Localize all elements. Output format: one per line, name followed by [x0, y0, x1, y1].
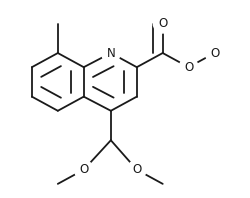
Text: O: O — [79, 163, 88, 176]
Circle shape — [205, 44, 224, 62]
Text: O: O — [132, 163, 141, 176]
Text: O: O — [210, 47, 219, 60]
Circle shape — [179, 58, 198, 77]
Circle shape — [153, 14, 172, 33]
Text: N: N — [106, 47, 115, 60]
Text: O: O — [158, 17, 167, 30]
Text: O: O — [184, 61, 193, 74]
Circle shape — [74, 160, 93, 179]
Circle shape — [102, 44, 120, 62]
Circle shape — [127, 160, 146, 179]
